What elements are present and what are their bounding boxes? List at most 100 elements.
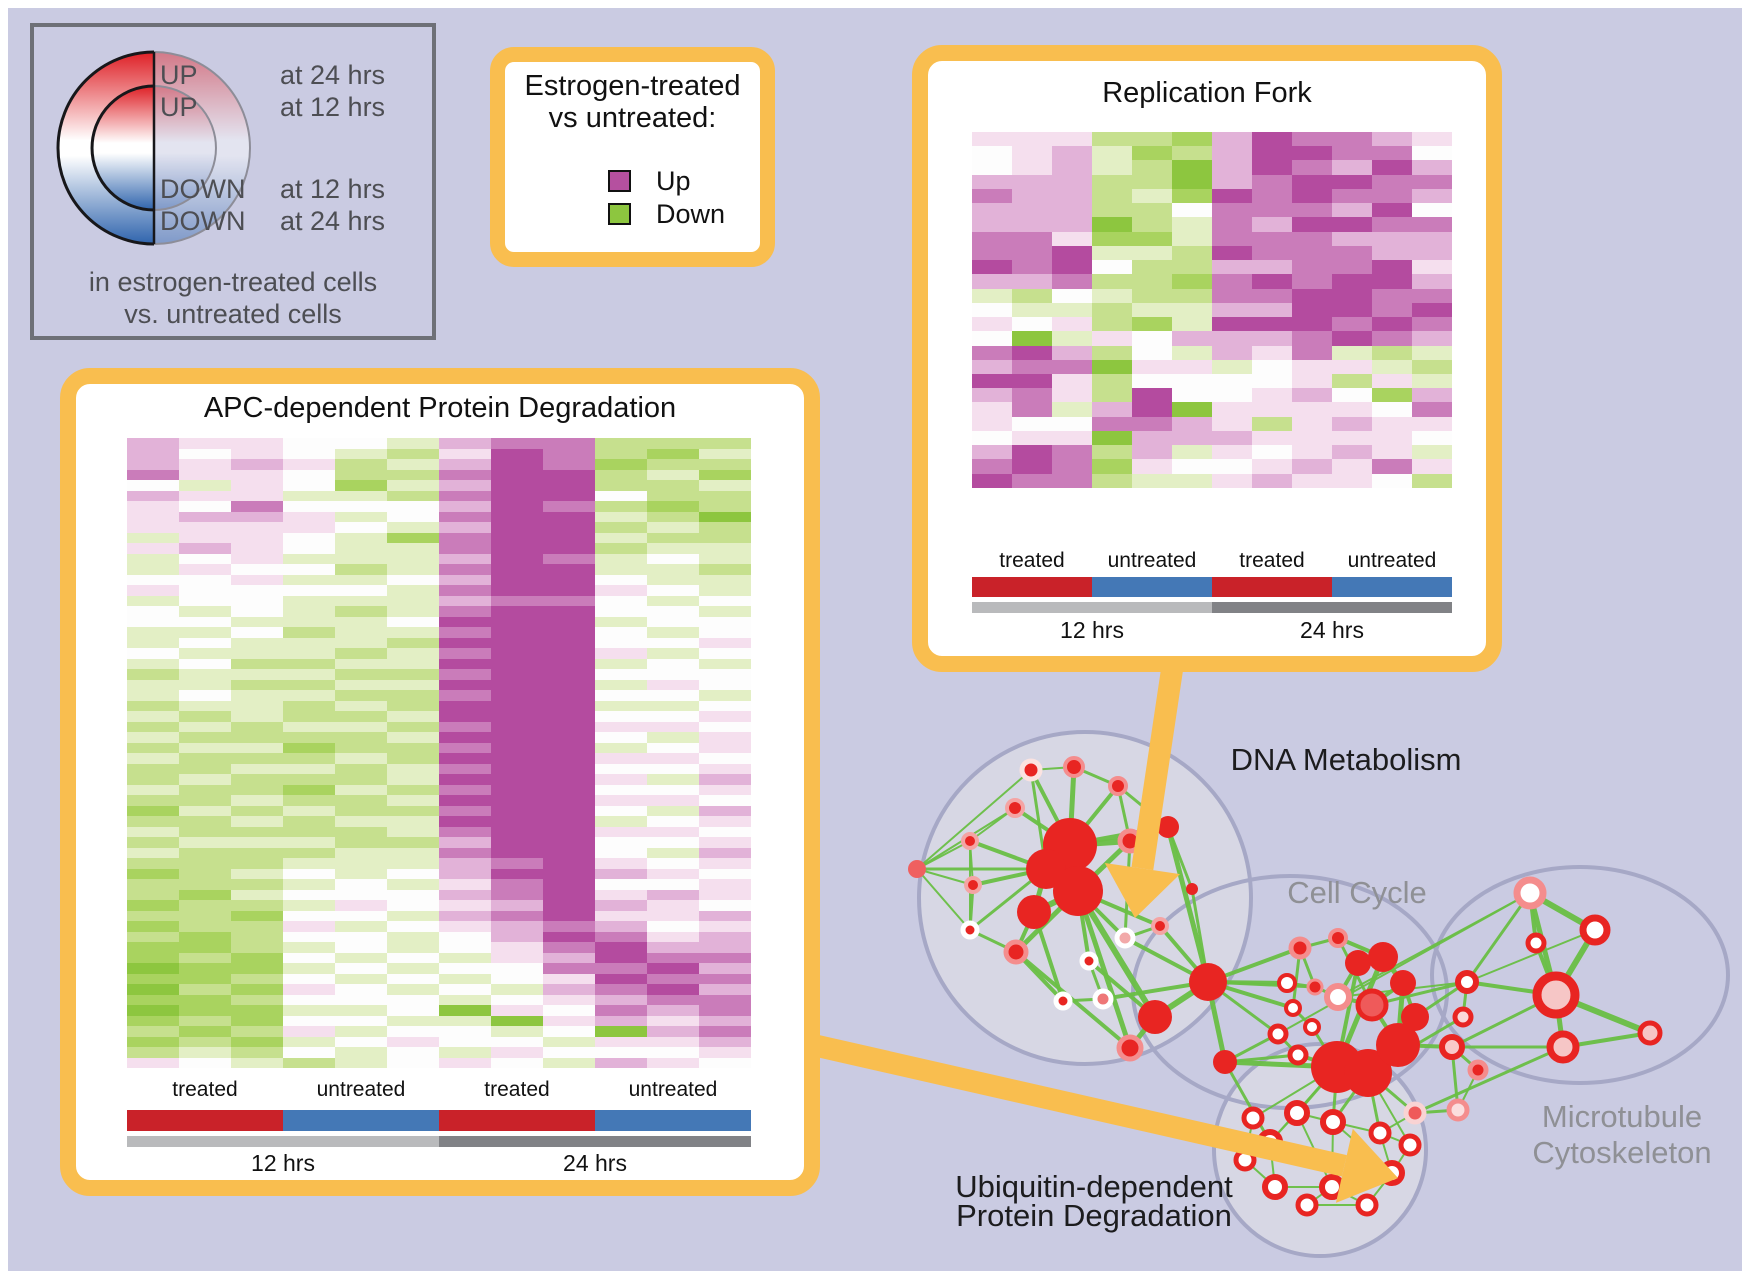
heatmap-cell [491,952,543,963]
heatmap-cell [231,616,283,627]
heatmap-cell [1132,260,1172,275]
heatmap-cell [231,931,283,942]
heatmap-cell [699,595,751,606]
heatmap-cell [1332,473,1372,488]
heatmap-cell [335,921,387,932]
network-node [1262,1174,1288,1200]
heatmap-cell [231,753,283,764]
panel-title: Replication Fork [1102,77,1312,109]
heatmap-cell [439,742,491,753]
heatmap-cell [699,532,751,543]
heatmap-cell [283,574,335,585]
heatmap-cell [1252,132,1292,147]
heatmap-cell [283,721,335,732]
heatmap-cell [595,669,647,680]
heatmap-cell [972,217,1012,232]
heatmap-cell [699,1015,751,1026]
heatmap-cell [231,732,283,743]
heatmap-cell [699,753,751,764]
heatmap-cell [127,574,179,585]
heatmap-cell [491,732,543,743]
heatmap-cell [1412,373,1452,389]
heatmap-cell [387,931,439,942]
heatmap-cell [647,627,699,638]
heatmap-cell [1252,174,1292,189]
heatmap-cell [543,721,595,732]
heatmap-cell [231,1015,283,1026]
heatmap-cell [231,1026,283,1037]
heatmap-cell [491,511,543,522]
group-label: treated [999,549,1065,572]
heatmap-cell [699,700,751,711]
group-label: treated [1239,549,1305,572]
heatmap-cell [1172,430,1212,446]
up-label: Up [656,166,691,196]
network-node [1525,932,1547,954]
network-node [1295,1193,1319,1217]
heatmap-cell [1132,445,1172,460]
heatmap-cell [699,742,751,753]
heatmap-cell [1132,174,1172,189]
heatmap-row [127,847,751,858]
heatmap-cell [1252,430,1292,446]
heatmap-cell [1172,231,1212,246]
heatmap-cell [647,606,699,617]
heatmap-cell [439,879,491,890]
heatmap-cell [335,606,387,617]
heatmap-row [972,188,1452,204]
heatmap-cell [491,679,543,690]
heatmap-cell [1172,260,1212,275]
heatmap-cell [1412,302,1452,318]
heatmap-cell [335,669,387,680]
heatmap-cell [647,648,699,659]
heatmap-cell [1012,373,1052,389]
heatmap-cell [1252,260,1292,275]
time-label: 12 hrs [251,1150,315,1176]
heatmap-cell [647,732,699,743]
heatmap-cell [1372,373,1412,389]
heatmap-cell [491,868,543,879]
heatmap-cell [543,732,595,743]
heatmap-cell [543,553,595,564]
heatmap-cell [647,900,699,911]
heatmap-cell [647,942,699,953]
heatmap-cell [1092,317,1132,332]
heatmap-cell [387,1047,439,1058]
heatmap-cell [231,837,283,848]
heatmap-cell [231,868,283,879]
heatmap-cell [699,921,751,932]
heatmap-row [127,963,751,974]
heatmap-cell [647,585,699,596]
heatmap-cell [491,931,543,942]
heatmap-cell [231,1047,283,1058]
heatmap-cell [1132,416,1172,431]
heatmap-cell [595,564,647,575]
heatmap-cell [335,616,387,627]
group-color-bar [283,1110,439,1131]
heatmap-cell [972,245,1012,261]
heatmap-cell [699,721,751,732]
network-node [1390,970,1416,996]
heatmap-cell [283,700,335,711]
heatmap-cell [283,637,335,648]
heatmap-cell [1172,473,1212,488]
heatmap-cell [387,910,439,921]
heatmap-cell [1092,260,1132,275]
heatmap-cell [231,711,283,722]
heatmap-cell [699,522,751,533]
heatmap-cell [543,1015,595,1026]
heatmap-cell [179,826,231,837]
heatmap-cell [231,1036,283,1047]
heatmap-cell [439,942,491,953]
heatmap-cell [439,784,491,795]
heatmap-cell [283,480,335,491]
heatmap-cell [1172,302,1212,318]
heatmap-cell [491,1047,543,1058]
heatmap-cell [491,900,543,911]
heatmap-cell [543,627,595,638]
network-node [1637,1020,1663,1046]
heatmap-row [127,574,751,585]
network-edge [1075,888,1133,1051]
heatmap-cell [335,490,387,501]
heatmap-cell [595,973,647,984]
